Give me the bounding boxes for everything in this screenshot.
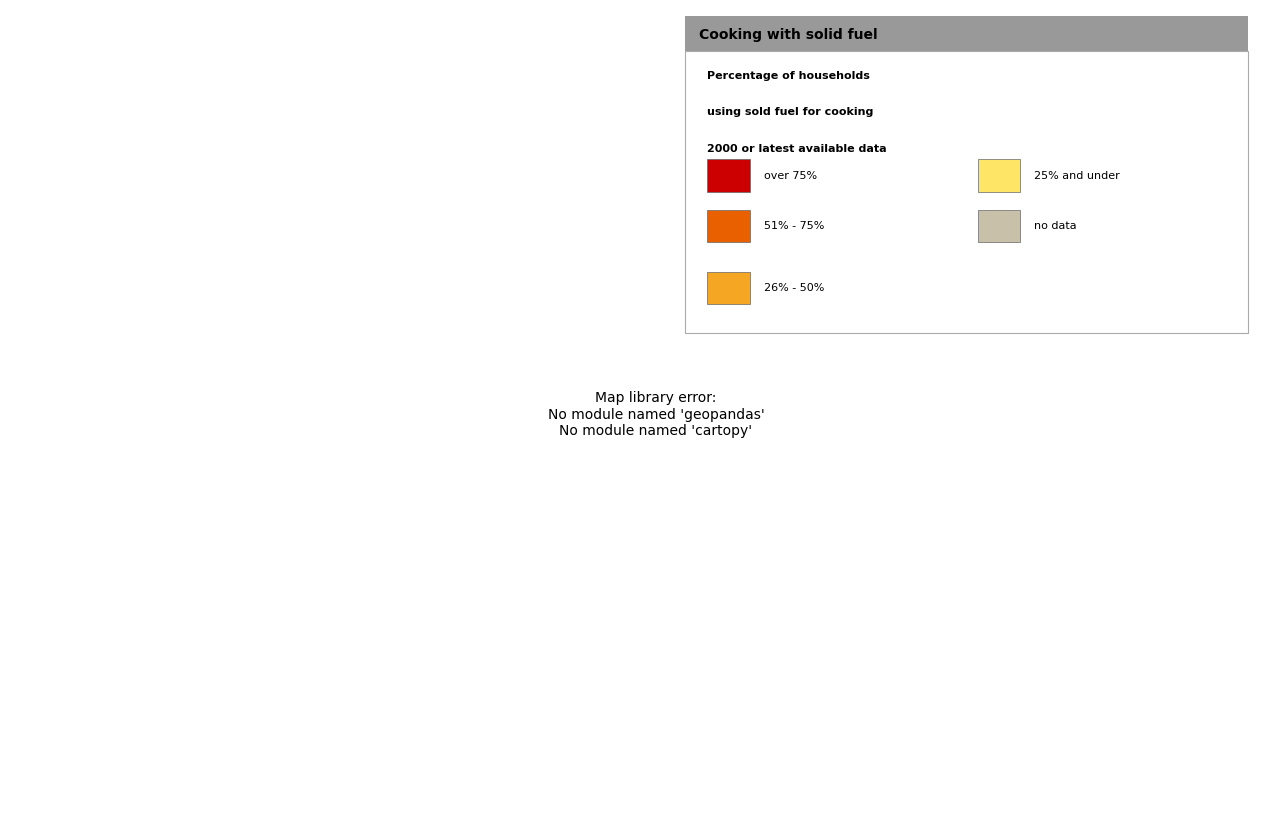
Bar [708,210,750,242]
Text: 26% - 50%: 26% - 50% [764,283,824,293]
Text: 2000 or latest available data: 2000 or latest available data [708,144,887,154]
Text: Cooking with solid fuel: Cooking with solid fuel [699,29,878,43]
Text: no data: no data [1034,221,1076,232]
Text: 51% - 75%: 51% - 75% [764,221,824,232]
Text: over 75%: over 75% [764,171,817,181]
Bar [978,159,1020,192]
Bar [708,272,750,305]
Text: 25% and under: 25% and under [1034,171,1120,181]
Bar [708,159,750,192]
Bar [978,210,1020,242]
Text: using sold fuel for cooking: using sold fuel for cooking [708,108,874,117]
Text: Map library error:
No module named 'geopandas'
No module named 'cartopy': Map library error: No module named 'geop… [548,392,764,438]
Text: Percentage of households: Percentage of households [708,71,870,80]
